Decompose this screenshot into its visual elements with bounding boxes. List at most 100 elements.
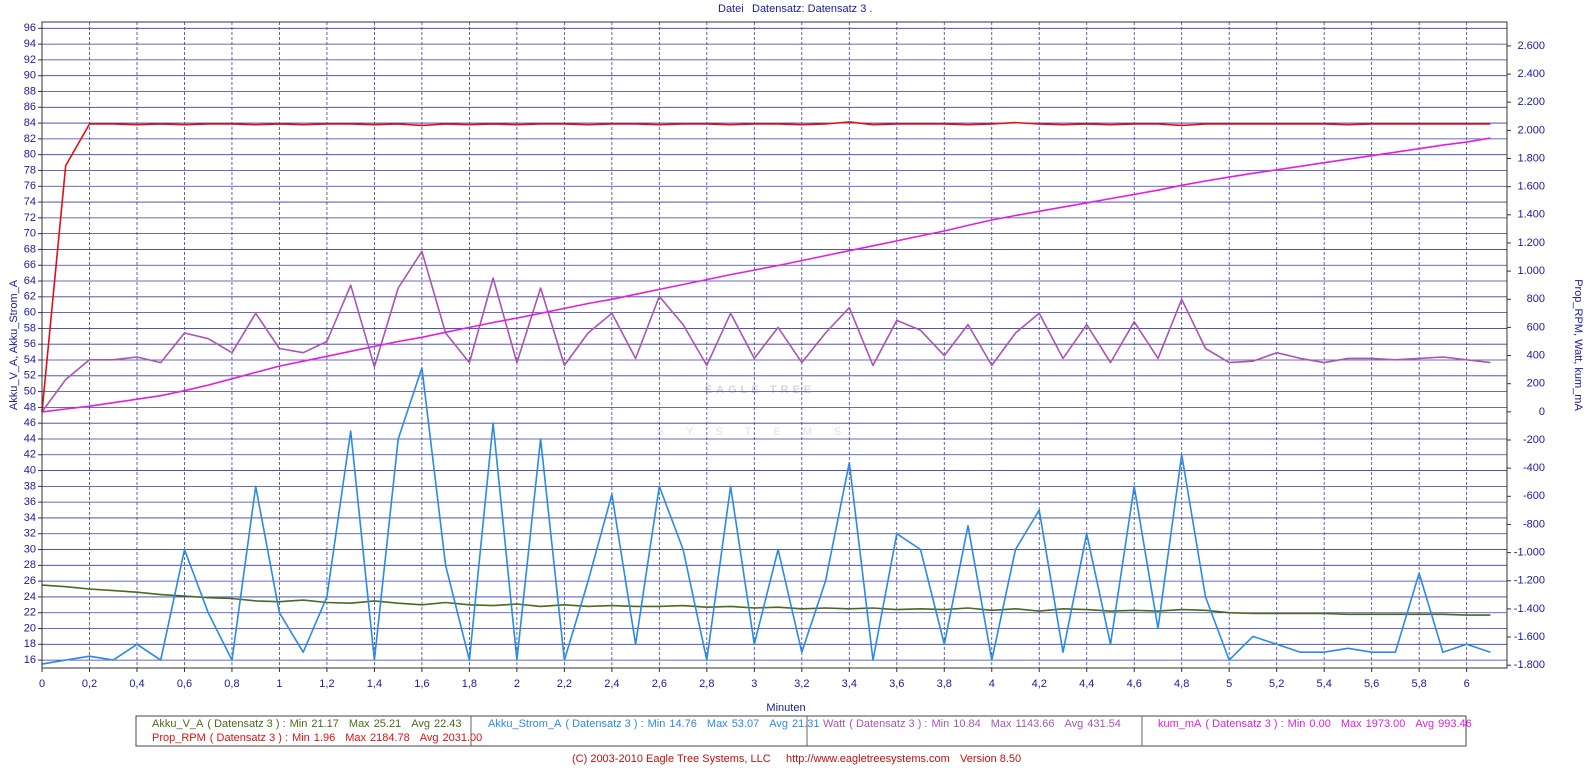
y-tick-label: 50 bbox=[24, 386, 36, 398]
x-tick-label: 0 bbox=[39, 678, 45, 690]
legend-stat-label: Avg bbox=[769, 718, 788, 730]
y2-axis-label: Prop_RPM, Watt, kum_mA bbox=[1572, 279, 1584, 411]
x-tick-label: 4,6 bbox=[1127, 678, 1142, 690]
y2-tick-label: 1.600 bbox=[1517, 181, 1545, 193]
legend-stat-value: 21.31 bbox=[792, 718, 820, 730]
x-tick-label: 0,6 bbox=[177, 678, 192, 690]
x-axis-label: Minuten bbox=[766, 702, 805, 714]
y2-tick-label: 800 bbox=[1527, 293, 1545, 305]
x-tick-label: 2,8 bbox=[699, 678, 714, 690]
legend-dataset: ( Datensatz 3 ) : bbox=[1205, 718, 1283, 730]
legend-stat-value: 2031.00 bbox=[443, 732, 483, 744]
y-tick-label: 34 bbox=[24, 512, 36, 524]
legend-stat-value: 21.17 bbox=[311, 718, 339, 730]
plot-area: EAGLE TREE SYSTEMS bbox=[41, 22, 1507, 668]
footer-url: http://www.eagletreesystems.com bbox=[786, 753, 950, 765]
x-tick-label: 6 bbox=[1464, 678, 1470, 690]
y2-tick-label: -1.600 bbox=[1514, 631, 1545, 643]
legend-stat-label: Min bbox=[290, 718, 308, 730]
legend-name: Akku_V_A bbox=[152, 718, 204, 730]
y-tick-label: 80 bbox=[24, 149, 36, 161]
y-tick-label: 46 bbox=[24, 417, 36, 429]
y-tick-label: 82 bbox=[24, 133, 36, 145]
y-tick-label: 94 bbox=[24, 38, 36, 50]
legend-dataset: ( Datensatz 3 ) : bbox=[207, 718, 285, 730]
y2-tick-label: -600 bbox=[1523, 490, 1545, 502]
legend-stat-value: 53.07 bbox=[732, 718, 760, 730]
y2-tick-label: 400 bbox=[1527, 349, 1545, 361]
x-tick-label: 0,4 bbox=[129, 678, 144, 690]
y-tick-label: 76 bbox=[24, 180, 36, 192]
legend-stat-value: 0.00 bbox=[1309, 718, 1330, 730]
legend-stat-value: 2184.78 bbox=[370, 732, 410, 744]
legend-stat-value: 1143.66 bbox=[1016, 718, 1055, 730]
y-tick-label: 18 bbox=[24, 638, 36, 650]
legend-name: Prop_RPM bbox=[152, 732, 206, 744]
y-tick-label: 32 bbox=[24, 528, 36, 540]
x-tick-label: 0,2 bbox=[82, 678, 97, 690]
series-line bbox=[41, 584, 1491, 616]
x-tick-label: 0,8 bbox=[224, 678, 239, 690]
legend-stat-label: Max bbox=[345, 732, 366, 744]
legend-stat-value: 1.96 bbox=[314, 732, 335, 744]
y-tick-label: 68 bbox=[24, 243, 36, 255]
y2-tick-label: 0 bbox=[1539, 406, 1545, 418]
y-tick-label: 48 bbox=[24, 401, 36, 413]
y-tick-label: 62 bbox=[24, 291, 36, 303]
legend-stat-value: 993.46 bbox=[1438, 718, 1472, 730]
legend-entry: kum_mA( Datensatz 3 ) : Min 0.00 Max 1973.00… bbox=[1158, 718, 1472, 730]
y-tick-label: 52 bbox=[24, 370, 36, 382]
watermark: SYSTEMS bbox=[657, 426, 864, 438]
x-tick-label: 3,8 bbox=[937, 678, 952, 690]
x-tick-label: 5,2 bbox=[1269, 678, 1284, 690]
x-tick-label: 1,2 bbox=[319, 678, 334, 690]
x-tick-label: 1 bbox=[276, 678, 282, 690]
legend-entry: Akku_V_A( Datensatz 3 ) : Min 21.17 Max 25.2… bbox=[152, 718, 462, 730]
footer-copyright: (C) 2003-2010 Eagle Tree Systems, LLC bbox=[572, 753, 771, 765]
x-tick-label: 2 bbox=[514, 678, 520, 690]
x-tick-label: 5,4 bbox=[1317, 678, 1332, 690]
y2-tick-label: -200 bbox=[1523, 434, 1545, 446]
y2-tick-label: 2.600 bbox=[1517, 40, 1545, 52]
y2-tick-label: -1.800 bbox=[1514, 659, 1545, 671]
legend-stat-value: 10.84 bbox=[953, 718, 981, 730]
y2-tick-label: -1.400 bbox=[1514, 603, 1545, 615]
x-tick-label: 2,2 bbox=[557, 678, 572, 690]
legend-entry: Watt ( Datensatz 3 ) : Min 10.84 Max 1143.66 A… bbox=[823, 718, 1121, 730]
x-tick-label: 5 bbox=[1226, 678, 1232, 690]
y2-tick-label: 2.400 bbox=[1517, 68, 1545, 80]
y-tick-label: 42 bbox=[24, 449, 36, 461]
legend-stat-label: Min bbox=[1288, 718, 1306, 730]
y2-tick-label: 1.800 bbox=[1517, 152, 1545, 164]
legend-stat-label: Max bbox=[1341, 718, 1362, 730]
y-tick-label: 70 bbox=[24, 228, 36, 240]
x-tick-label: 3,4 bbox=[842, 678, 857, 690]
legend-stat-label: Avg bbox=[1415, 718, 1434, 730]
y-tick-label: 72 bbox=[24, 212, 36, 224]
x-tick-label: 4,2 bbox=[1032, 678, 1047, 690]
y2-tick-label: -800 bbox=[1523, 518, 1545, 530]
y-tick-label: 30 bbox=[24, 543, 36, 555]
y-tick-label: 38 bbox=[24, 480, 36, 492]
legend-stat-label: Max bbox=[349, 718, 370, 730]
plot-border bbox=[41, 21, 1508, 669]
legend-stat-label: Min bbox=[648, 718, 666, 730]
legend-box bbox=[135, 715, 1467, 747]
y-tick-label: 16 bbox=[24, 654, 36, 666]
chart-title: Datensatz: Datensatz 3 . bbox=[752, 3, 872, 15]
x-tick-label: 2,6 bbox=[652, 678, 667, 690]
y2-tick-label: -1.200 bbox=[1514, 575, 1545, 587]
y2-tick-label: 1.200 bbox=[1517, 237, 1545, 249]
legend-dataset: ( Datensatz 3 ) : bbox=[849, 718, 927, 730]
series-line bbox=[41, 250, 1491, 413]
series-line bbox=[41, 121, 1491, 412]
y-tick-label: 22 bbox=[24, 607, 36, 619]
x-tick-label: 1,8 bbox=[462, 678, 477, 690]
footer-version: Version 8.50 bbox=[960, 753, 1021, 765]
x-tick-label: 3 bbox=[751, 678, 757, 690]
legend-dataset: ( Datensatz 3 ) : bbox=[210, 732, 288, 744]
x-tick-label: 5,8 bbox=[1411, 678, 1426, 690]
x-tick-label: 4,8 bbox=[1174, 678, 1189, 690]
legend-stat-value: 22.43 bbox=[434, 718, 462, 730]
